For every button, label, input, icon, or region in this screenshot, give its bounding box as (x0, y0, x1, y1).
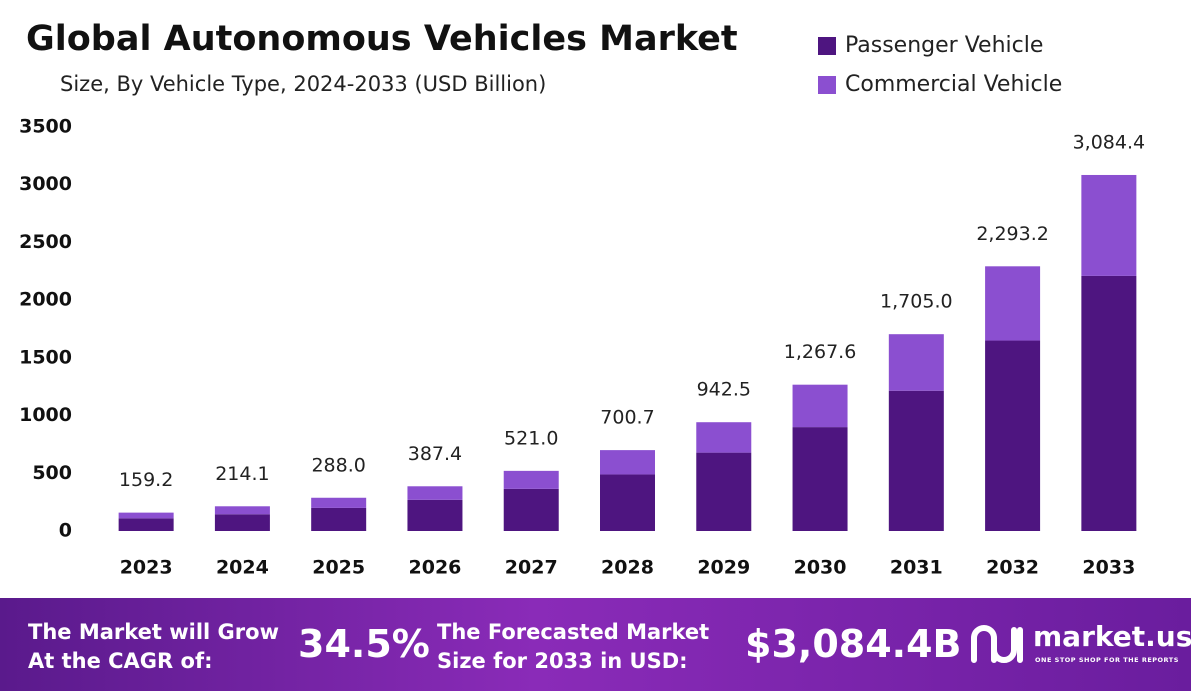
bar-segment (1081, 275, 1137, 531)
total-label: 387.4 (408, 443, 462, 465)
bar-segment (888, 334, 944, 391)
bar-segment (118, 518, 174, 531)
forecast-value: $3,084.4B (745, 622, 962, 666)
y-tick-label: 3000 (19, 173, 72, 195)
bar-segment (696, 452, 752, 531)
total-label: 2,293.2 (976, 223, 1049, 245)
brand: market.us (1033, 620, 1191, 653)
x-tick-label: 2025 (312, 557, 365, 579)
total-label: 159.2 (119, 469, 173, 491)
y-tick-label: 0 (59, 520, 72, 542)
chart-subtitle: Size, By Vehicle Type, 2024-2033 (USD Bi… (60, 72, 546, 96)
bar-segment (985, 266, 1041, 341)
total-label: 214.1 (215, 463, 269, 485)
bar-segment (503, 488, 559, 531)
brand-logo (971, 625, 1023, 663)
total-label: 521.0 (504, 427, 558, 449)
x-tick-label: 2023 (120, 557, 173, 579)
forecast-text: The Forecasted Market Size for 2033 in U… (437, 618, 709, 676)
y-tick-label: 1500 (19, 346, 72, 368)
legend-swatch (818, 76, 836, 94)
legend-swatch (818, 37, 836, 55)
bar-segment (985, 340, 1041, 531)
cagr-text: The Market will Grow At the CAGR of: (28, 618, 279, 676)
x-tick-label: 2026 (409, 557, 462, 579)
total-label: 942.5 (697, 379, 751, 401)
bar-segment (1081, 174, 1137, 276)
x-tick-label: 2032 (986, 557, 1039, 579)
forecast-line: The Forecasted Market (437, 620, 710, 644)
y-tick-label: 3500 (19, 116, 72, 138)
bar-segment (407, 499, 463, 531)
bar-segment (792, 384, 848, 428)
y-tick-label: 2000 (19, 289, 72, 311)
x-tick-label: 2033 (1082, 557, 1135, 579)
chart-title: Global Autonomous Vehicles Market (26, 19, 738, 59)
bar-segment (407, 486, 463, 500)
footer: The Market will Grow At the CAGR of: 34.… (0, 598, 1191, 691)
cagr-line: The Market will Grow (28, 620, 279, 644)
y-tick-label: 2500 (19, 231, 72, 253)
cagr-value: 34.5% (298, 622, 430, 666)
chart: Global Autonomous Vehicles Market Size, … (19, 19, 1146, 579)
bar-segment (600, 450, 655, 475)
total-label: 1,267.6 (784, 341, 857, 363)
bar-segment (600, 474, 655, 531)
x-tick-label: 2028 (601, 557, 654, 579)
bar-segment (888, 390, 944, 531)
y-tick-label: 500 (32, 462, 72, 484)
forecast-line: Size for 2033 in USD: (437, 649, 688, 673)
bar-segment (311, 507, 367, 531)
x-tick-label: 2030 (794, 557, 847, 579)
bar-segment (214, 514, 270, 531)
total-label: 3,084.4 (1073, 131, 1146, 153)
total-label: 288.0 (311, 454, 365, 476)
bar-segment (696, 422, 752, 453)
tagline: ONE STOP SHOP FOR THE REPORTS (1035, 656, 1179, 664)
bar-segment (214, 506, 270, 515)
x-tick-label: 2031 (890, 557, 943, 579)
legend-label: Commercial Vehicle (845, 72, 1062, 97)
bar-segment (311, 497, 367, 508)
y-tick-label: 1000 (19, 404, 72, 426)
bar-segment (503, 470, 559, 489)
x-tick-label: 2029 (697, 557, 750, 579)
total-label: 700.7 (600, 407, 654, 429)
x-tick-label: 2027 (505, 557, 558, 579)
bar-segment (792, 427, 848, 531)
legend-label: Passenger Vehicle (845, 33, 1043, 58)
cagr-line: At the CAGR of: (28, 649, 213, 673)
total-label: 1,705.0 (880, 291, 953, 313)
bar-segment (118, 512, 174, 519)
x-tick-label: 2024 (216, 557, 269, 579)
